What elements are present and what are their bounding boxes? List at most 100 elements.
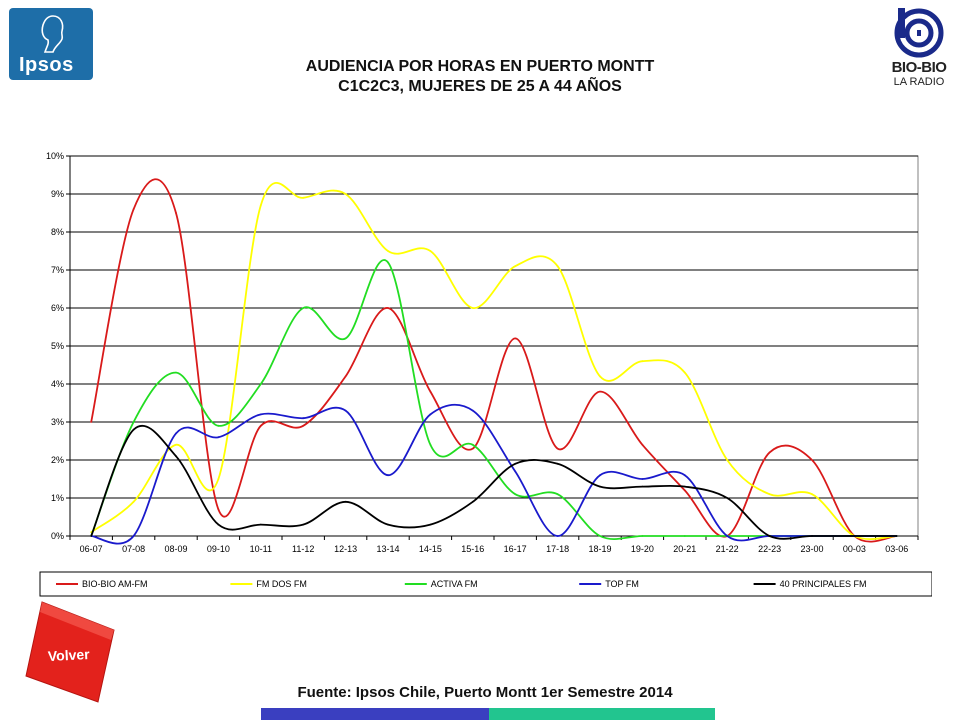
data-point (811, 493, 813, 496)
data-point (175, 432, 177, 435)
data-point (90, 421, 93, 423)
data-point (132, 535, 135, 537)
footer-bar-blue (261, 708, 489, 720)
data-point (302, 523, 305, 526)
data-point (683, 485, 686, 488)
data-point (641, 535, 644, 537)
chart-title-line1: AUDIENCIA POR HORAS EN PUERTO MONTT (305, 58, 655, 75)
data-point (217, 436, 220, 439)
data-point (302, 307, 305, 309)
y-tick-label: 5% (51, 341, 64, 351)
x-tick-label: 17-18 (546, 544, 569, 554)
data-point (556, 493, 559, 496)
data-point (132, 500, 135, 503)
legend-entry: ACTIVA FM (431, 579, 478, 589)
data-point (683, 489, 686, 492)
x-tick-label: 16-17 (504, 544, 527, 554)
data-point (429, 523, 432, 526)
data-point (683, 371, 686, 374)
data-point (387, 523, 389, 526)
x-tick-label: 13-14 (376, 544, 399, 554)
data-point (344, 337, 347, 340)
x-tick-label: 21-22 (716, 544, 739, 554)
data-point (514, 337, 517, 340)
data-point (726, 535, 729, 537)
data-point (344, 375, 347, 378)
volver-button[interactable]: Volver (22, 600, 122, 704)
data-point (514, 470, 517, 473)
source-note: Fuente: Ipsos Chile, Puerto Montt 1er Se… (297, 684, 673, 701)
x-tick-label: 09-10 (207, 544, 230, 554)
data-point (471, 447, 474, 450)
data-point (302, 417, 305, 420)
x-tick-label: 07-08 (122, 544, 145, 554)
data-point (344, 409, 347, 412)
x-tick-label: 00-03 (843, 544, 866, 554)
data-point (302, 424, 305, 427)
series-line-5 (90, 424, 897, 540)
x-tick-label: 10-11 (250, 544, 272, 554)
data-point (344, 193, 347, 195)
data-point (471, 307, 474, 309)
legend-entry: TOP FM (605, 579, 639, 589)
x-tick-label: 03-06 (885, 544, 908, 554)
data-point (132, 421, 135, 423)
data-point (259, 523, 262, 526)
data-point (895, 535, 898, 537)
x-tick-label: 19-20 (631, 544, 654, 554)
data-point (599, 375, 601, 378)
legend-entry: FM DOS FM (256, 579, 307, 589)
chart-title: AUDIENCIA POR HORAS EN PUERTO MONTT C1C2… (180, 57, 780, 97)
data-point (259, 424, 262, 427)
y-tick-label: 6% (51, 303, 64, 313)
data-point (471, 500, 474, 503)
chart-area: 0% 1% 2% 3% 4% 5% 6% 7% 8% 9% 10% 06-07 07-08 08-09 09… (30, 140, 933, 600)
legend-entry: 40 PRINCIPALES FM (780, 579, 867, 589)
series-line-3 (90, 259, 897, 540)
data-point (217, 478, 220, 480)
data-point (641, 478, 644, 480)
data-point (768, 535, 771, 537)
x-tick-label: 23-00 (800, 544, 823, 554)
data-point (556, 447, 559, 450)
x-tick-label: 14-15 (419, 544, 442, 554)
data-point (387, 250, 389, 252)
data-point (175, 371, 177, 374)
line-chart: 0% 1% 2% 3% 4% 5% 6% 7% 8% 9% 10% 06-07 07-08 08-09 09… (39, 151, 933, 597)
data-point (217, 523, 220, 526)
data-point (175, 455, 177, 458)
data-point (259, 413, 262, 416)
data-point (471, 443, 474, 446)
biobio-sub-text: LA RADIO (893, 76, 945, 88)
data-point (259, 204, 262, 207)
data-point (429, 443, 432, 446)
data-point (175, 212, 177, 214)
data-point (556, 265, 559, 268)
data-point (768, 451, 771, 454)
data-point (811, 535, 813, 537)
data-point (683, 474, 686, 477)
y-tick-label: 0% (51, 531, 64, 541)
y-tick-label: 3% (51, 417, 64, 427)
data-point (387, 474, 389, 477)
y-tick-label: 2% (51, 455, 64, 465)
data-point (217, 424, 220, 427)
volver-label: Volver (47, 646, 90, 664)
data-point (641, 360, 644, 363)
data-point (556, 535, 559, 537)
data-point (641, 443, 644, 446)
data-point (599, 485, 601, 488)
x-tick-label: 18-19 (588, 544, 611, 554)
ipsos-face-icon (41, 15, 64, 53)
x-tick-label: 12-13 (334, 544, 357, 554)
data-point (514, 462, 517, 465)
chart-title-line2: C1C2C3, MUJERES DE 25 A 44 AÑOS (338, 78, 622, 95)
footer-bar-teal (489, 708, 715, 720)
x-tick-label: 11-12 (292, 544, 314, 554)
y-tick-label: 10% (46, 151, 64, 161)
legend-entry: BIO-BIO AM-FM (82, 579, 148, 589)
data-point (599, 474, 601, 477)
data-point (726, 459, 729, 461)
data-point (387, 307, 389, 309)
y-tick-label: 7% (51, 265, 64, 275)
